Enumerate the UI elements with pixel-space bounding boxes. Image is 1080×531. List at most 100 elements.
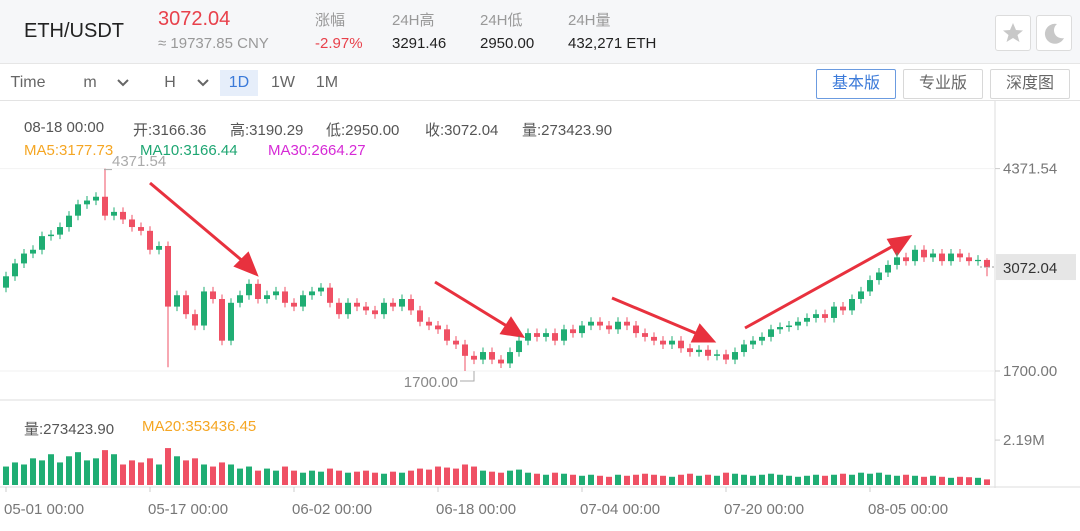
- volume-bar: [561, 473, 567, 485]
- arrow: [149, 181, 246, 265]
- candle-body: [30, 249, 36, 254]
- interval-tab[interactable]: m: [83, 74, 97, 91]
- volume-bar: [705, 474, 711, 485]
- candle-body: [102, 196, 108, 216]
- volume-bar: [390, 471, 396, 485]
- x-tick-label: 08-05 00:00: [868, 501, 948, 518]
- volume-bar: [444, 467, 450, 485]
- volume-bar: [984, 479, 990, 485]
- candle-body: [426, 321, 432, 326]
- volume-bar: [750, 475, 756, 485]
- x-tick-label: 06-02 00:00: [292, 501, 372, 518]
- arrow: [611, 296, 701, 337]
- volume-bar: [210, 466, 216, 485]
- volume-bar: [147, 458, 153, 485]
- candles: [3, 168, 990, 371]
- arrow: [434, 280, 511, 330]
- interval-tab[interactable]: Time: [10, 74, 46, 91]
- legend-entry: 量:273423.90: [24, 421, 115, 438]
- volume-bar: [273, 470, 279, 485]
- candle-body: [516, 340, 522, 353]
- view-button[interactable]: 基本版: [816, 69, 896, 99]
- candle-body: [93, 196, 99, 201]
- candle-body: [462, 344, 468, 356]
- volume-bar: [435, 466, 441, 485]
- candle-body: [948, 253, 954, 262]
- candle-body: [66, 215, 72, 228]
- volume-bar: [300, 472, 306, 485]
- volume-bar: [21, 464, 27, 485]
- interval-tab[interactable]: 1M: [315, 74, 339, 91]
- candle-body: [723, 354, 729, 360]
- volume-bar: [228, 464, 234, 485]
- candle-body: [480, 352, 486, 360]
- price-tag-label: 3072.04: [1003, 260, 1057, 277]
- x-tick-label: 07-04 00:00: [580, 501, 660, 518]
- candle-body: [291, 302, 297, 307]
- candle-body: [795, 321, 801, 326]
- candle-body: [921, 249, 927, 258]
- candle-body: [354, 302, 360, 307]
- volume-bar: [903, 474, 909, 485]
- stat-label: 24H高: [392, 12, 435, 29]
- candle-body: [660, 340, 666, 345]
- candle-body: [75, 204, 81, 216]
- candle-body: [210, 291, 216, 300]
- view-button[interactable]: 专业版: [903, 69, 983, 99]
- volume-bar: [633, 474, 639, 485]
- candle-body: [228, 302, 234, 341]
- star-icon: [1003, 23, 1023, 42]
- volume-bar: [759, 474, 765, 485]
- candle-body: [597, 321, 603, 326]
- favorite-button[interactable]: [995, 15, 1031, 51]
- candle-body: [534, 333, 540, 337]
- candle-body: [939, 253, 945, 262]
- min-leader: [460, 370, 475, 382]
- volume-bar: [588, 474, 594, 485]
- volume-bar: [822, 475, 828, 485]
- interval-tab[interactable]: 1D: [220, 70, 258, 96]
- volume-bar: [651, 474, 657, 485]
- candle-body: [750, 340, 756, 345]
- candle-body: [894, 257, 900, 265]
- interval-tab[interactable]: H: [164, 74, 176, 91]
- volume-bar: [66, 456, 72, 485]
- volume-bar: [669, 476, 675, 485]
- theme-button[interactable]: [1036, 15, 1072, 51]
- candle-body: [642, 333, 648, 337]
- candle-body: [444, 329, 450, 341]
- candle-body: [930, 253, 936, 258]
- volume-bar: [498, 472, 504, 485]
- volume-bar: [912, 475, 918, 485]
- candle-body: [48, 234, 54, 237]
- pair: ETH/USDT: [24, 20, 124, 42]
- candle-body: [633, 325, 639, 334]
- candle-body: [21, 253, 27, 264]
- volume-bar: [426, 469, 432, 485]
- volume-bar: [156, 464, 162, 485]
- view-button[interactable]: 深度图: [990, 69, 1070, 99]
- candle-body: [786, 325, 792, 328]
- volume-bar: [696, 475, 702, 485]
- volume-bar: [597, 475, 603, 485]
- candle-body: [219, 299, 225, 341]
- volume-bar: [660, 475, 666, 485]
- candle-body: [957, 253, 963, 258]
- moon-icon: [1044, 23, 1064, 44]
- candle-body: [237, 295, 243, 303]
- arrow: [744, 243, 896, 330]
- volume-bar: [183, 460, 189, 485]
- candle-body: [984, 259, 990, 268]
- candle-body: [3, 276, 9, 288]
- candle-body: [552, 333, 558, 341]
- volume-bar: [453, 468, 459, 485]
- volume-bar: [642, 473, 648, 485]
- candle-body: [156, 245, 162, 250]
- candle-body: [615, 321, 621, 330]
- candle-body: [471, 355, 477, 360]
- interval-tab[interactable]: 1W: [271, 74, 295, 91]
- stat-value: 3291.46: [392, 35, 447, 52]
- candle-body: [435, 325, 441, 330]
- volume-bar: [894, 475, 900, 485]
- candle-body: [507, 352, 513, 364]
